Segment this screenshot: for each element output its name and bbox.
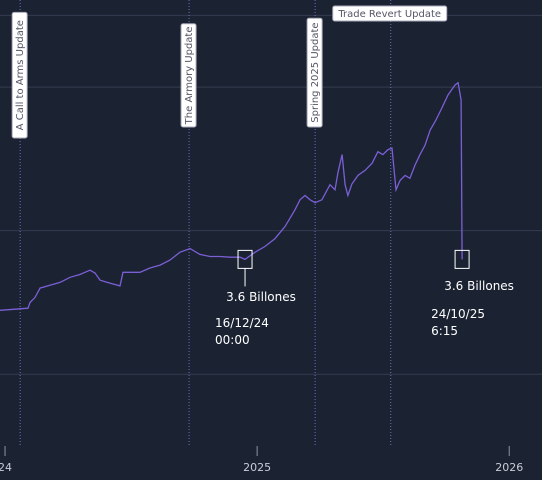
event-label-group: Spring 2025 Update [306, 17, 323, 128]
event-label-box [180, 23, 197, 128]
annotation-time: 00:00 [215, 333, 250, 347]
event-label: Spring 2025 Update [310, 22, 321, 122]
event-label: The Armory Update [184, 26, 195, 125]
event-label: Trade Revert Update [337, 9, 441, 20]
annotation-value: 3.6 Billones [444, 279, 514, 293]
x-tick-label: 24 [0, 461, 12, 474]
series-line [0, 81, 463, 311]
event-label-box [332, 5, 448, 22]
event-label-group: Trade Revert Update [332, 5, 448, 22]
annotation-date: 24/10/25 [431, 307, 485, 321]
annotation-time: 6:15 [431, 324, 458, 338]
x-tick-label: 2025 [243, 461, 271, 474]
annotation-value: 3.6 Billones [226, 290, 296, 304]
annotation-box [454, 249, 470, 269]
event-label-group: The Armory Update [180, 23, 197, 128]
annotation-date: 16/12/24 [215, 316, 269, 330]
event-label-box [11, 11, 28, 139]
event-label-box [306, 17, 323, 128]
event-label-group: A Call to Arms Update [11, 11, 28, 139]
x-tick-label: 2026 [495, 461, 523, 474]
event-label: A Call to Arms Update [15, 20, 26, 130]
